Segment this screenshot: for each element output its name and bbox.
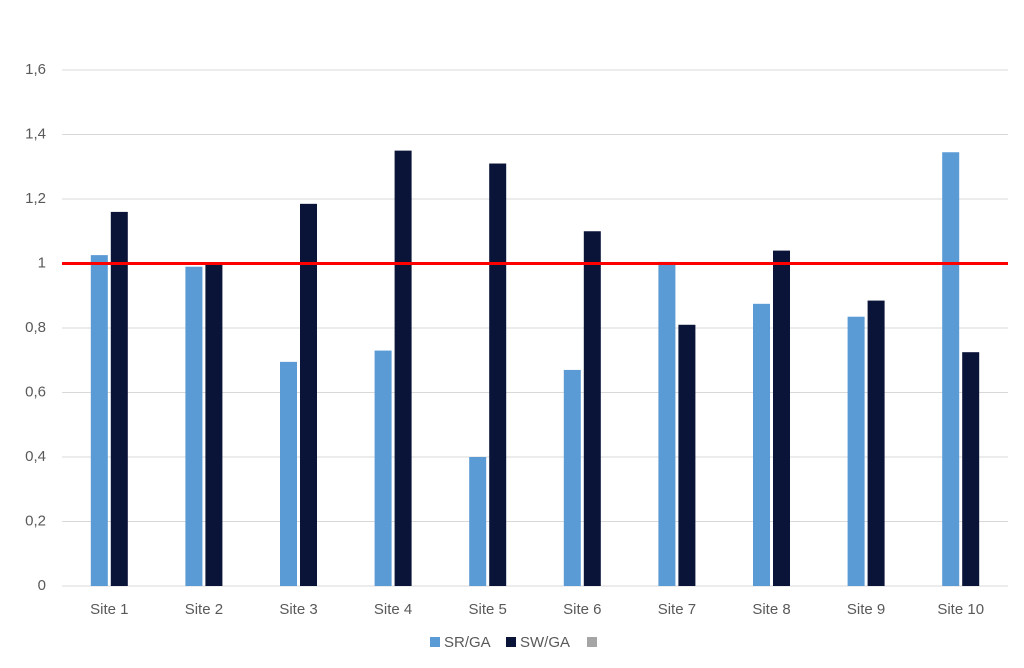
x-tick-label: Site 10 <box>937 601 984 618</box>
legend-label: SW/GA <box>520 634 570 651</box>
bar <box>469 457 487 586</box>
bar <box>90 255 108 587</box>
bar <box>489 163 507 586</box>
x-tick-label: Site 3 <box>279 601 317 618</box>
x-tick-label: Site 7 <box>658 601 696 618</box>
bar <box>753 303 770 586</box>
x-tick-label: Site 4 <box>374 601 412 618</box>
legend-swatch <box>506 637 516 647</box>
bar <box>942 152 960 587</box>
x-tick-label: Site 5 <box>469 601 507 618</box>
x-tick-label: Site 1 <box>90 601 128 618</box>
legend-label: SR/GA <box>444 634 491 651</box>
bar <box>678 324 696 586</box>
y-tick-label: 0,2 <box>25 512 46 529</box>
y-tick-label: 1,2 <box>25 190 46 207</box>
legend-swatch <box>587 637 597 647</box>
y-tick-label: 0 <box>38 577 46 594</box>
bar <box>374 350 392 586</box>
bar <box>583 231 601 586</box>
x-tick-label: Site 8 <box>752 601 790 618</box>
bar <box>867 300 885 586</box>
bar <box>280 361 297 586</box>
bar <box>847 316 865 586</box>
y-tick-label: 1,4 <box>25 125 46 142</box>
bar <box>185 266 203 586</box>
bar <box>773 250 790 586</box>
bar <box>962 352 980 586</box>
y-tick-label: 1 <box>38 254 46 271</box>
y-tick-label: 0,6 <box>25 383 46 400</box>
bar <box>110 211 128 586</box>
bar <box>205 263 223 586</box>
x-tick-label: Site 6 <box>563 601 601 618</box>
y-tick-label: 1,6 <box>25 61 46 78</box>
bar <box>300 203 317 586</box>
x-tick-label: Site 2 <box>185 601 223 618</box>
y-tick-label: 0,8 <box>25 319 46 336</box>
bar <box>394 150 412 586</box>
bar <box>658 261 676 586</box>
y-tick-label: 0,4 <box>25 448 46 465</box>
bar <box>563 369 581 586</box>
legend-swatch <box>430 637 440 647</box>
x-tick-label: Site 9 <box>847 601 885 618</box>
